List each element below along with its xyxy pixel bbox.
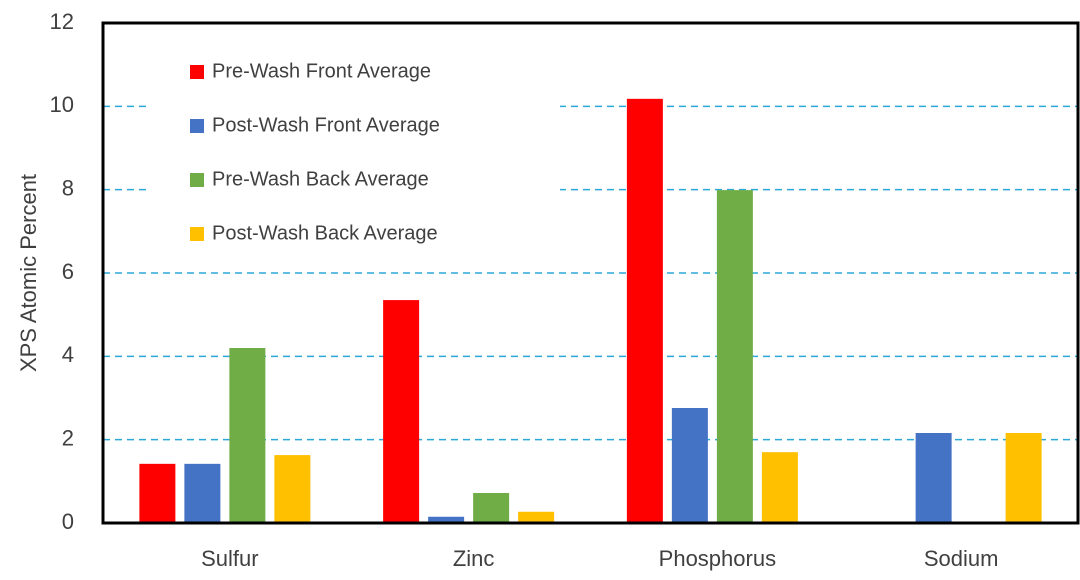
bar	[761, 452, 798, 523]
legend-swatch	[190, 173, 204, 187]
legend-swatch	[190, 119, 204, 133]
x-tick-label: Sulfur	[201, 546, 258, 571]
legend-swatch	[190, 65, 204, 79]
y-tick-label: 6	[62, 259, 74, 284]
y-tick-label: 4	[62, 342, 74, 367]
bar	[229, 348, 266, 523]
x-tick-label: Phosphorus	[659, 546, 776, 571]
bar	[915, 433, 952, 523]
bar	[473, 493, 510, 523]
y-tick-label: 2	[62, 425, 74, 450]
bar	[716, 190, 753, 524]
bar	[139, 463, 176, 523]
y-tick-label: 8	[62, 175, 74, 200]
legend-swatch	[190, 227, 204, 241]
y-axis-label: XPS Atomic Percent	[16, 174, 41, 372]
bar	[1005, 433, 1042, 523]
bar	[274, 455, 311, 523]
legend-label: Post-Wash Back Average	[212, 222, 438, 244]
bar	[428, 516, 465, 523]
bar	[184, 463, 221, 523]
legend-background	[150, 45, 560, 260]
legend-label: Pre-Wash Back Average	[212, 168, 429, 190]
bar	[671, 408, 708, 523]
bar	[383, 300, 420, 523]
y-tick-label: 0	[62, 509, 74, 534]
x-tick-label: Zinc	[453, 546, 495, 571]
y-tick-label: 12	[50, 9, 74, 34]
x-tick-label: Sodium	[924, 546, 999, 571]
bar	[626, 98, 663, 523]
bar	[518, 511, 555, 523]
legend-label: Pre-Wash Front Average	[212, 60, 431, 82]
plot-frame	[101, 21, 1080, 525]
legend-label: Post-Wash Front Average	[212, 114, 440, 136]
y-tick-label: 10	[50, 92, 74, 117]
